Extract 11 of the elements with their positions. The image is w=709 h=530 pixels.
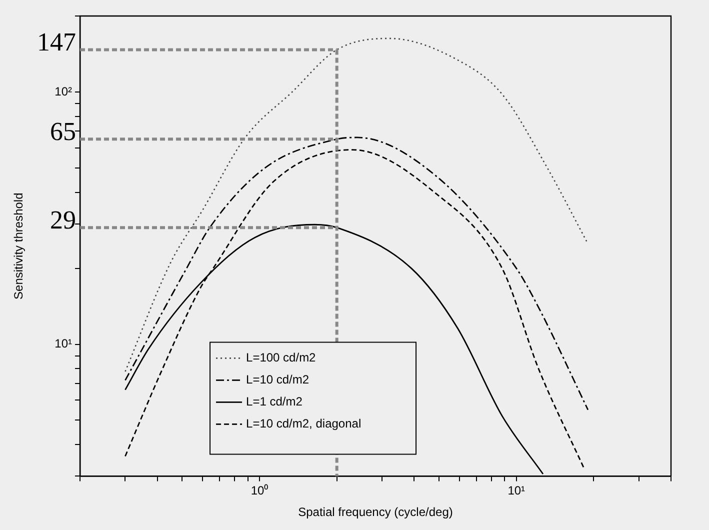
ref-line-label: 147 [37, 28, 76, 57]
ref-line-label: 65 [50, 116, 76, 146]
legend-label: L=1 cd/m2 [246, 394, 303, 409]
y-tick-label: 10² [54, 84, 72, 98]
x-axis-title: Spatial frequency (cycle/deg) [298, 505, 453, 520]
legend-label: L=100 cd/m2 [246, 350, 316, 365]
legend-label: L=10 cd/m2 [246, 372, 310, 387]
legend-label: L=10 cd/m2, diagonal [246, 416, 362, 431]
ref-line-label: 29 [50, 205, 76, 234]
x-tick-label: 10⁰ [250, 484, 268, 498]
y-axis-title: Sensitivity threshold [12, 192, 26, 300]
